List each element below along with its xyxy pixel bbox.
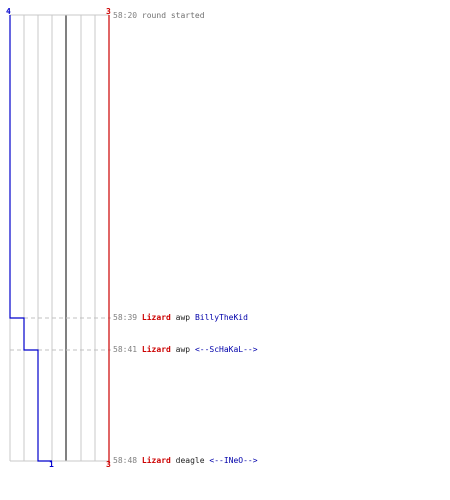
event-time: 58:20	[113, 11, 138, 20]
kill-event: 58:39 Lizard awp BillyTheKid	[113, 313, 248, 323]
victim-name: <--ScHaKaL-->	[194, 345, 258, 354]
kill-event: 58:48 Lizard deagle <--INeO-->	[113, 456, 258, 466]
event-time: 58:48	[113, 456, 138, 465]
grid-lines	[9, 14, 109, 462]
blue-start-count: 4	[6, 7, 11, 16]
event-round-start: 58:20 round started	[113, 11, 205, 21]
event-dash-lines	[10, 317, 111, 351]
event-message: round started	[141, 11, 205, 20]
killer-name: Lizard	[141, 313, 171, 322]
kill-event: 58:41 Lizard awp <--ScHaKaL-->	[113, 345, 258, 355]
event-time: 58:39	[113, 313, 138, 322]
event-time: 58:41	[113, 345, 138, 354]
weapon-name: awp	[175, 313, 191, 322]
killer-name: Lizard	[141, 456, 171, 465]
red-start-count: 3	[106, 7, 111, 16]
victim-name: BillyTheKid	[194, 313, 248, 322]
victim-name: <--INeO-->	[209, 456, 258, 465]
weapon-name: deagle	[175, 456, 205, 465]
red-end-count: 3	[106, 460, 111, 469]
weapon-name: awp	[175, 345, 191, 354]
blue-team-line	[9, 15, 52, 462]
killer-name: Lizard	[141, 345, 171, 354]
blue-end-count: 1	[49, 460, 54, 469]
